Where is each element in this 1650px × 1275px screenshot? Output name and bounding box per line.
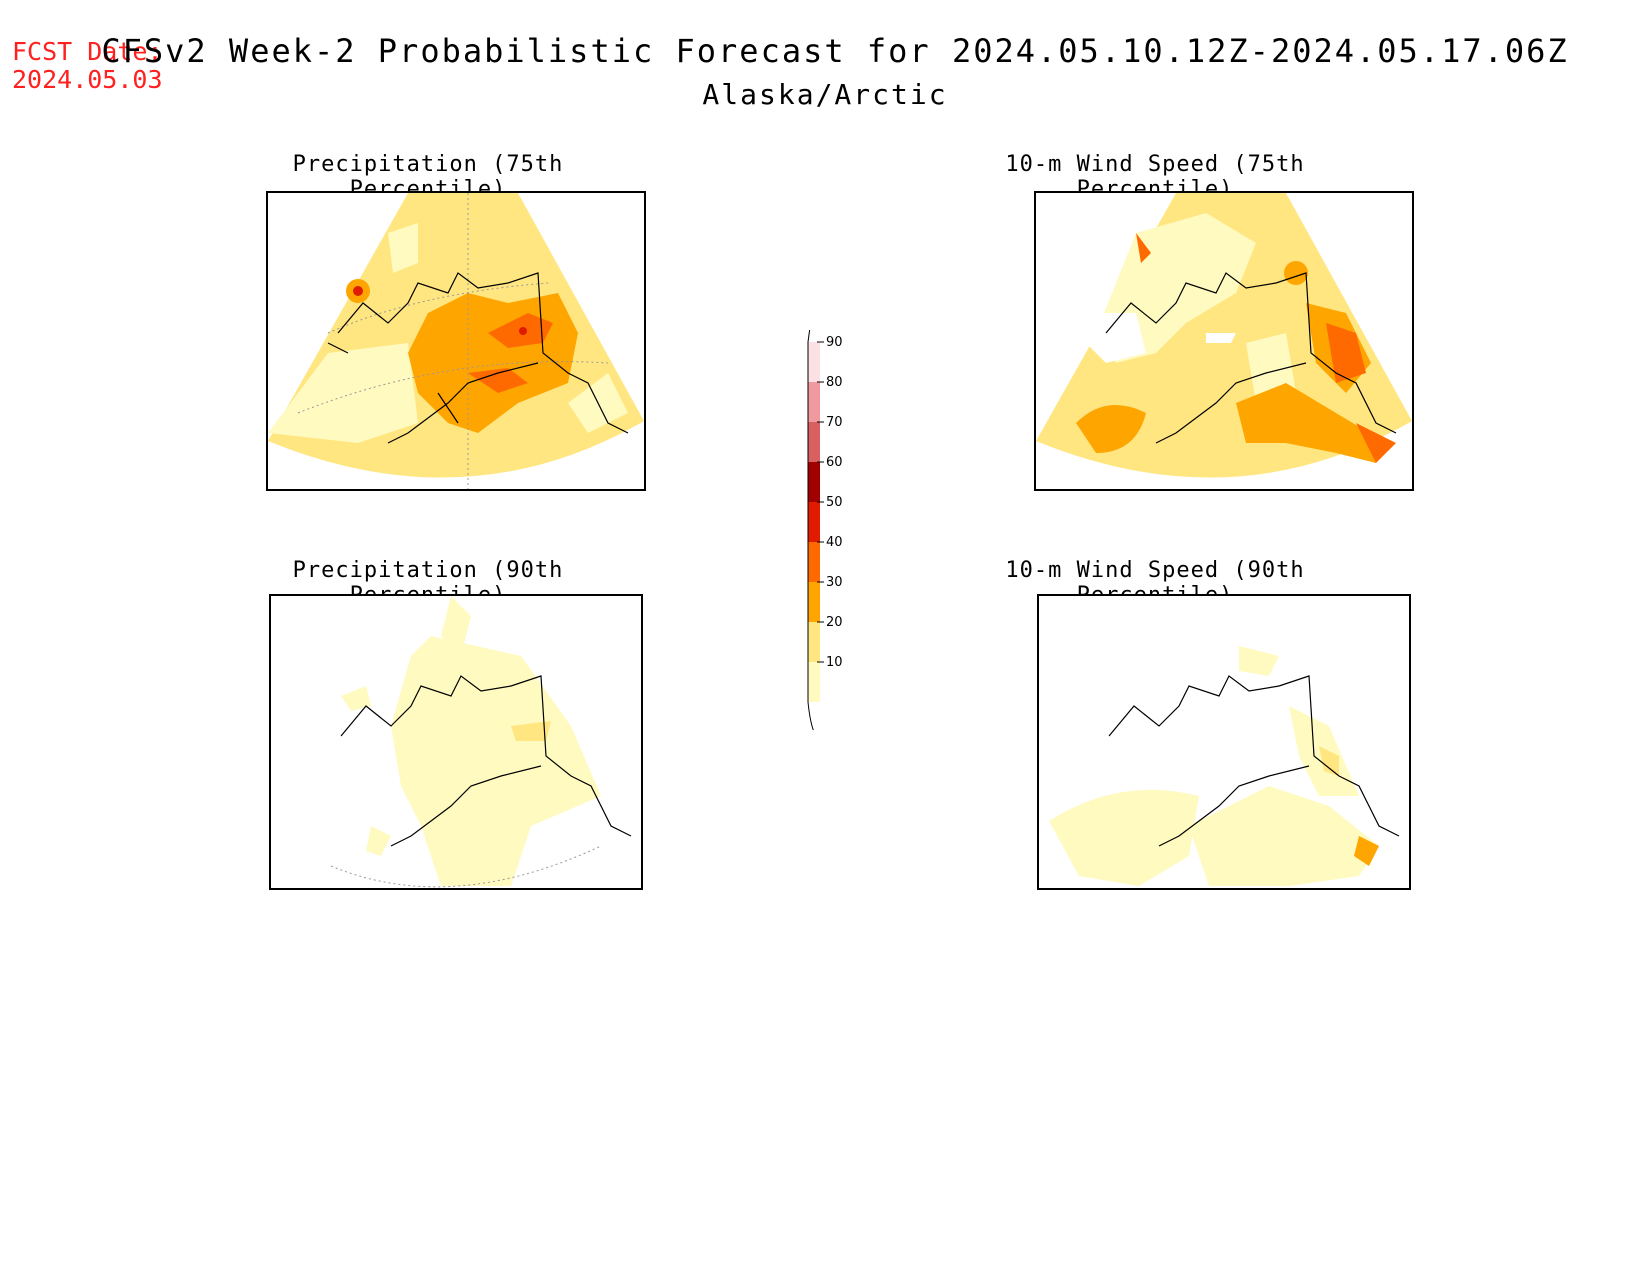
- colorbar-segment: [808, 622, 820, 662]
- colorbar-segment: [808, 382, 820, 422]
- colorbar-tick-label: 30: [826, 575, 843, 590]
- colorbar-tick-label: 90: [826, 335, 843, 350]
- colorbar-svg: 10 20 30 40 50 60 70 80 90: [807, 301, 843, 733]
- panel-title-wind-75: 10-m Wind Speed (75th Percentile): [1005, 152, 1305, 202]
- colorbar: 10 20 30 40 50 60 70 80 90: [800, 301, 860, 734]
- colorbar-tick-label: 70: [826, 415, 843, 430]
- colorbar-tick-label: 10: [826, 655, 843, 670]
- map-wind-75: [1034, 191, 1414, 491]
- colorbar-tick-label: 40: [826, 535, 843, 550]
- map-precip-75: [266, 191, 646, 491]
- map-precip-90: [269, 594, 643, 890]
- colorbar-segment: [808, 582, 820, 622]
- forecast-date-value: 2024.05.03: [12, 65, 163, 94]
- colorbar-tick-label: 80: [826, 375, 843, 390]
- colorbar-tick-label: 20: [826, 615, 843, 630]
- colorbar-segment: [808, 422, 820, 462]
- forecast-date-label: FCST Date:: [12, 37, 163, 66]
- colorbar-segment: [808, 462, 820, 502]
- colorbar-segment: [808, 542, 820, 582]
- colorbar-segment: [808, 502, 820, 542]
- page-subtitle: Alaska/Arctic: [702, 78, 948, 111]
- colorbar-segment: [808, 342, 820, 382]
- colorbar-tick-label: 50: [826, 495, 843, 510]
- map-wind-90: [1037, 594, 1411, 890]
- colorbar-segment: [808, 662, 820, 702]
- colorbar-tick-label: 60: [826, 455, 843, 470]
- forecast-date: FCST Date: 2024.05.03: [12, 38, 163, 94]
- page-title: CFSv2 Week-2 Probabilistic Forecast for …: [101, 32, 1569, 70]
